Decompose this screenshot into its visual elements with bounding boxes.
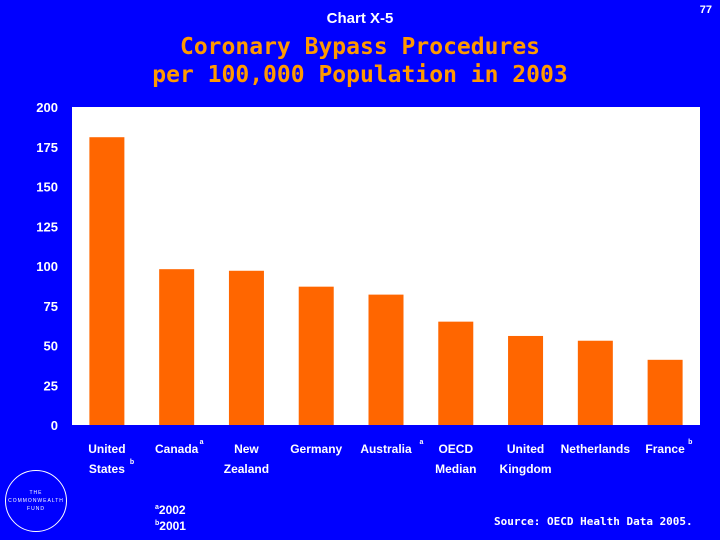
bar [298,286,334,425]
chart-label: Chart X-5 [326,10,394,27]
y-tick-label: 50 [44,339,58,354]
category-label: Germany [290,442,342,456]
footnote-b-marker: b [155,520,160,527]
bar [577,340,613,425]
y-tick-label: 175 [36,140,58,155]
logo-text-line-1: THE [29,490,43,496]
footnote-b: b2001 [155,519,186,533]
logo-text-line-3: FUND [27,506,45,512]
category-label: Australia [360,442,412,456]
y-tick-label: 75 [44,299,58,314]
y-tick-label: 125 [36,219,58,234]
logo-text-line-2: COMMONWEALTH [8,498,64,504]
category-label: United [88,442,125,456]
footnote-a-marker: a [155,504,159,511]
y-tick-label: 0 [51,418,58,433]
y-tick-label: 100 [36,259,58,274]
bar-value-label: 82 [379,271,393,286]
category-label: Netherlands [561,442,631,456]
commonwealth-fund-logo: THE COMMONWEALTH FUND [5,470,67,532]
chart-title-line-1: Coronary Bypass Procedures [179,34,541,60]
bar-value-label: 41 [658,336,672,351]
category-footnote-marker: b [688,439,692,446]
y-tick-label: 25 [44,378,58,393]
bar-value-label: 56 [518,312,532,327]
page-number: 77 [699,4,712,16]
bar [647,359,683,425]
bar-value-label: 98 [169,245,183,260]
footnote-a: a2002 [155,503,186,517]
category-label: Zealand [224,462,269,476]
bar-value-label: 87 [309,263,323,278]
chart-title-line-2: per 100,000 Population in 2003 [152,62,568,88]
category-footnote-marker: a [200,439,204,446]
category-label: Kingdom [500,462,552,476]
category-label: OECD [438,442,473,456]
bar [89,137,125,425]
category-label: United [507,442,544,456]
bar [508,335,544,425]
bar [368,294,404,425]
bar-value-label: 97 [239,247,253,262]
category-footnote-marker: b [130,459,134,466]
bar-value-label: 181 [96,113,118,128]
category-label: New [234,442,259,456]
y-tick-label: 150 [36,180,58,195]
category-label: France [645,442,685,456]
category-footnote-marker: a [420,439,424,446]
bar [228,270,264,425]
bar-value-label: 65 [449,298,463,313]
bar-value-label: 53 [588,317,602,332]
category-label: States [89,462,125,476]
source-note: Source: OECD Health Data 2005. [494,515,693,528]
bar [159,269,195,425]
category-label: Median [435,462,476,476]
footnote-b-text: 2001 [159,519,186,533]
bar [438,321,474,425]
y-tick-label: 200 [36,100,58,115]
footnote-a-text: 2002 [158,503,186,517]
category-label: Canada [155,442,199,456]
